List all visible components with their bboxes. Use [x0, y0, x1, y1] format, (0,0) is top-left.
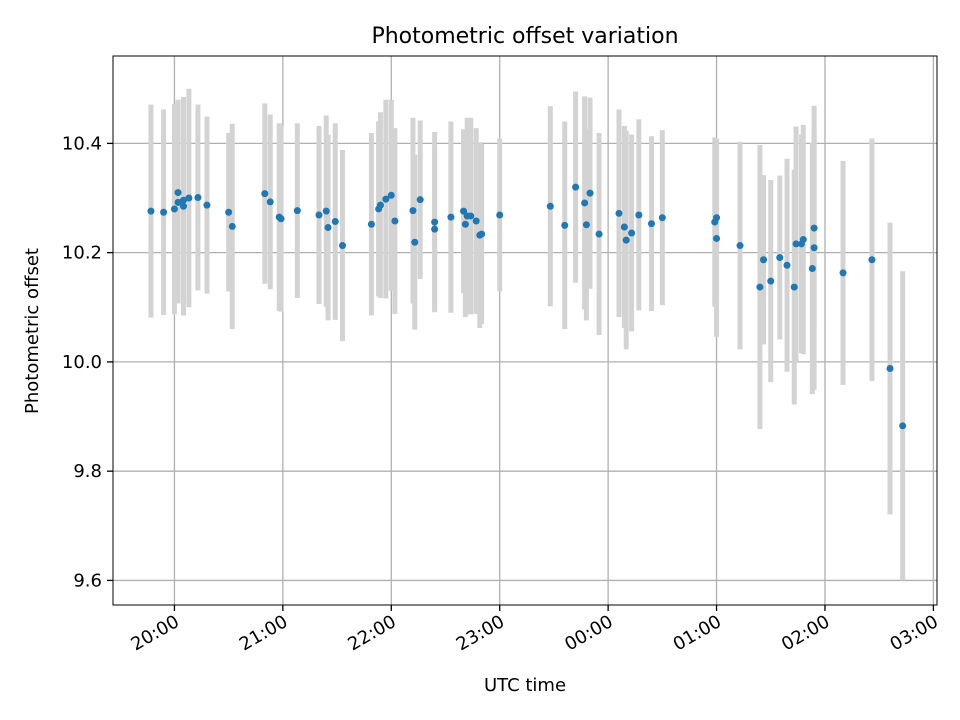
data-point: [160, 208, 168, 216]
data-point: [431, 225, 439, 233]
data-point: [561, 221, 569, 229]
y-tick-label: 10.4: [62, 133, 102, 154]
data-point: [472, 217, 480, 225]
data-point: [225, 208, 233, 216]
y-tick-label: 10.0: [62, 352, 102, 373]
x-axis-label: UTC time: [484, 675, 566, 696]
data-point: [546, 202, 554, 210]
data-point: [460, 207, 468, 215]
data-point: [376, 201, 384, 209]
data-point: [293, 207, 301, 215]
data-point: [478, 230, 486, 238]
data-point: [635, 211, 643, 219]
data-point: [411, 238, 419, 246]
data-point: [391, 217, 399, 225]
data-point: [713, 214, 721, 222]
y-tick-label: 9.8: [73, 461, 102, 482]
data-point: [174, 198, 182, 206]
data-point: [174, 189, 182, 197]
data-point: [324, 224, 332, 232]
y-tick-label: 9.6: [73, 570, 102, 591]
data-point: [756, 283, 764, 291]
data-point: [595, 230, 603, 238]
data-point: [582, 221, 590, 229]
data-point: [409, 207, 417, 215]
data-point: [322, 207, 330, 215]
data-point: [799, 236, 807, 244]
y-axis-label: Photometric offset: [22, 248, 43, 414]
data-point: [338, 242, 346, 250]
data-point: [767, 277, 775, 285]
y-tick-label: 10.2: [62, 243, 102, 264]
data-point: [315, 211, 323, 219]
data-point: [736, 242, 744, 250]
data-point: [658, 214, 666, 222]
plot-frame: [112, 55, 938, 606]
data-point: [713, 234, 721, 242]
data-point: [382, 195, 390, 203]
data-point: [261, 190, 269, 198]
data-point: [170, 205, 178, 213]
data-points: [147, 183, 907, 430]
data-point: [496, 211, 504, 219]
data-point: [461, 220, 469, 228]
data-point: [367, 220, 375, 228]
data-point: [416, 196, 424, 204]
chart-title: Photometric offset variation: [371, 24, 678, 49]
data-point: [615, 209, 623, 217]
data-point: [185, 194, 193, 202]
data-point: [808, 264, 816, 272]
data-point: [331, 218, 339, 226]
data-point: [783, 261, 791, 269]
data-point: [277, 215, 285, 223]
data-point: [581, 199, 589, 207]
data-point: [810, 224, 818, 232]
data-point: [147, 207, 155, 215]
data-point: [868, 256, 876, 264]
data-point: [179, 196, 187, 204]
data-point: [620, 223, 628, 231]
data-point: [628, 229, 636, 237]
data-point: [467, 212, 475, 220]
data-point: [179, 202, 187, 210]
data-point: [203, 201, 211, 209]
data-point: [447, 213, 455, 221]
data-point: [647, 220, 655, 228]
data-point: [266, 198, 274, 206]
data-point: [387, 191, 395, 199]
data-point: [760, 256, 768, 264]
data-point: [586, 189, 594, 197]
data-point: [886, 364, 894, 372]
data-point: [792, 240, 800, 248]
data-point: [810, 244, 818, 252]
data-point: [790, 283, 798, 291]
data-point: [899, 422, 907, 430]
data-point: [431, 218, 439, 226]
data-point: [839, 269, 847, 277]
y-axis: 9.6 9.8 10.0 10.2 10.4: [62, 133, 113, 591]
data-point: [228, 222, 236, 230]
data-point: [572, 183, 580, 191]
data-point: [776, 254, 784, 262]
data-point: [622, 236, 630, 244]
data-point: [194, 193, 202, 201]
